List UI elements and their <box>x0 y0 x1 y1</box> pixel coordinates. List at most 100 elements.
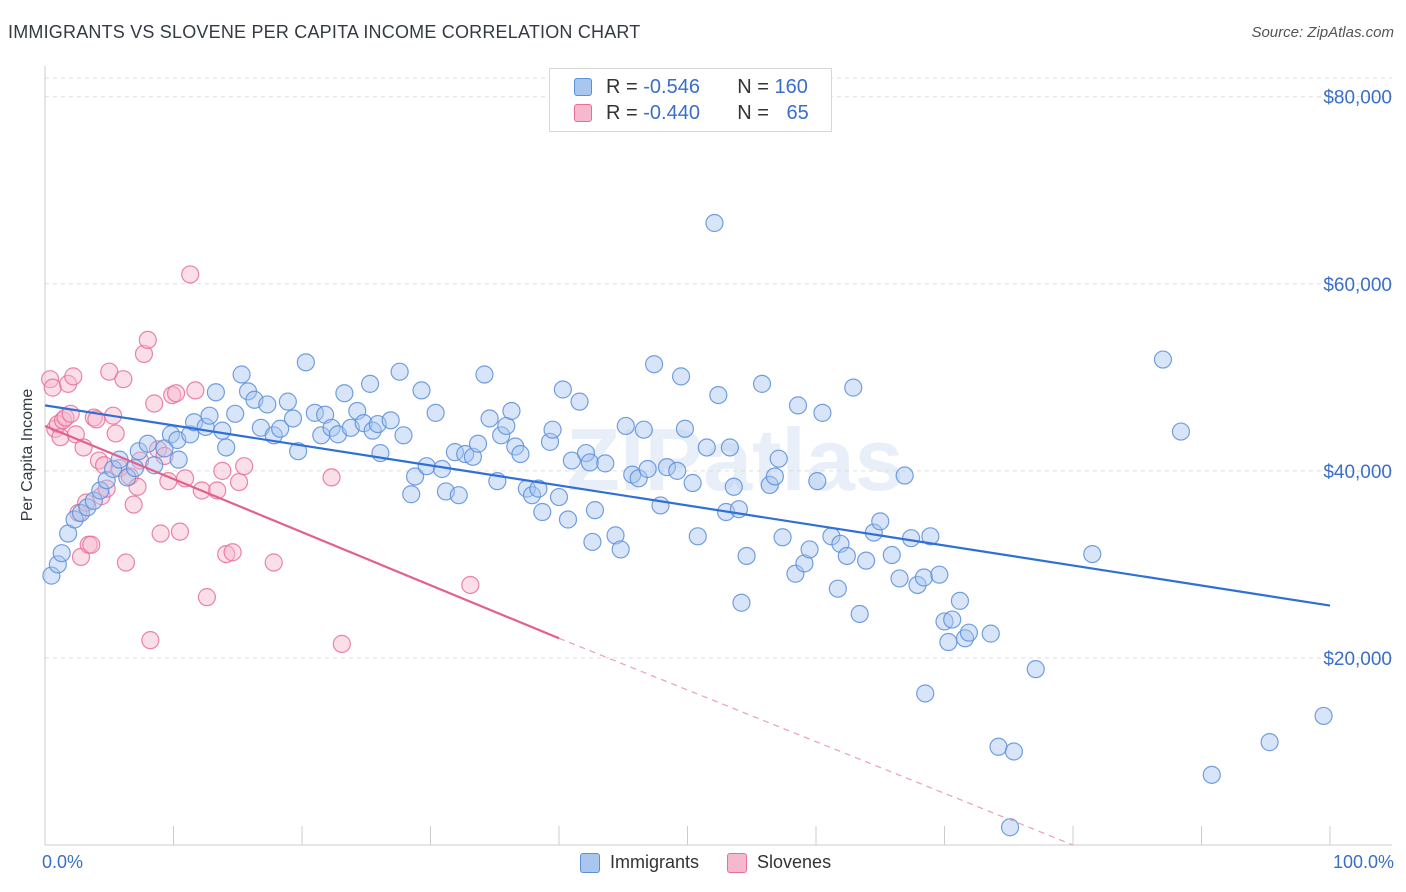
data-point <box>720 438 740 457</box>
data-point <box>116 553 136 572</box>
source-label: Source: ZipAtlas.com <box>1251 24 1394 41</box>
data-point <box>576 443 596 463</box>
data-point <box>553 380 572 399</box>
data-point <box>857 551 876 570</box>
data-point <box>959 623 979 642</box>
data-point <box>543 420 562 439</box>
immigrants-legend-label: Immigrants <box>610 852 700 872</box>
data-point <box>583 532 602 552</box>
data-point <box>1171 422 1191 441</box>
data-point <box>155 446 174 465</box>
data-point <box>1153 350 1173 369</box>
data-point <box>1000 818 1020 837</box>
slovenes-points <box>41 265 480 653</box>
legend-item-immigrants[interactable]: Immigrants <box>580 852 699 873</box>
data-point <box>533 502 552 522</box>
data-point <box>97 471 116 490</box>
data-point <box>296 353 315 372</box>
data-point <box>522 486 542 505</box>
data-point <box>449 486 468 505</box>
data-point <box>217 545 236 564</box>
y-tick-label: $60,000 <box>1323 275 1392 296</box>
data-point <box>492 426 511 445</box>
legend-item-slovenes[interactable]: Slovenes <box>727 852 831 873</box>
slovenes-r-value: -0.440 <box>643 101 700 124</box>
data-point <box>596 454 615 473</box>
data-point <box>361 374 380 393</box>
data-point <box>332 634 351 653</box>
data-point <box>585 501 605 520</box>
data-point <box>461 575 480 595</box>
data-point <box>657 458 677 477</box>
data-point <box>181 265 200 284</box>
series-legend: Immigrants Slovenes <box>580 852 859 873</box>
data-point <box>475 365 494 384</box>
immigrants-legend-swatch <box>580 852 600 873</box>
data-point <box>141 631 160 650</box>
data-point <box>914 568 934 587</box>
data-point <box>871 512 890 531</box>
data-point <box>480 409 499 428</box>
slovenes-swatch <box>574 104 592 122</box>
data-point <box>322 418 341 437</box>
data-point <box>1260 733 1279 752</box>
slovenes-trend-line <box>44 424 560 640</box>
data-point <box>138 434 157 453</box>
data-point <box>394 426 413 445</box>
data-point <box>213 421 232 440</box>
data-point <box>752 374 772 393</box>
data-point <box>939 632 958 652</box>
data-point <box>675 419 695 438</box>
data-point <box>688 527 707 546</box>
immigrants-swatch <box>574 78 592 96</box>
data-point <box>217 438 236 457</box>
data-point <box>916 684 935 703</box>
y-tick-label: $20,000 <box>1323 649 1392 670</box>
data-point <box>562 451 581 470</box>
immigrants-trend-line <box>44 404 1331 607</box>
data-point <box>169 450 188 469</box>
data-point <box>773 528 792 547</box>
data-point <box>104 459 123 479</box>
data-point <box>151 524 170 543</box>
data-point <box>668 461 687 480</box>
data-point <box>186 381 205 400</box>
data-point <box>882 545 901 565</box>
slovenes-trend-extension <box>558 637 1074 846</box>
data-point <box>606 526 625 545</box>
data-point <box>232 365 251 384</box>
data-point <box>84 491 103 510</box>
data-point <box>200 406 219 425</box>
chart-title: IMMIGRANTS VS SLOVENE PER CAPITA INCOME … <box>8 22 641 42</box>
immigrants-r-label: R = <box>606 75 638 98</box>
data-point <box>788 396 808 415</box>
data-point <box>895 466 914 485</box>
y-tick-label: $80,000 <box>1323 88 1392 109</box>
stats-legend: R = -0.546 N = 160 R = -0.440 N = 65 <box>549 68 832 132</box>
data-point <box>795 554 814 573</box>
data-point <box>850 604 869 624</box>
data-point <box>732 593 751 612</box>
data-point <box>271 419 290 438</box>
immigrants-r-value: -0.546 <box>643 75 700 98</box>
data-point <box>989 737 1008 756</box>
data-point <box>226 404 245 423</box>
data-point <box>828 579 847 598</box>
data-point <box>705 213 724 233</box>
data-point <box>697 438 716 457</box>
data-point <box>289 442 308 461</box>
data-point <box>1004 742 1023 761</box>
data-point <box>1314 706 1333 726</box>
data-point <box>634 420 653 439</box>
data-point <box>106 424 125 443</box>
data-point <box>1026 660 1045 679</box>
data-point <box>114 370 133 389</box>
data-point <box>43 378 62 397</box>
data-point <box>78 498 97 517</box>
y-tick-label: $40,000 <box>1323 462 1392 483</box>
data-point <box>808 472 827 491</box>
data-point <box>890 569 909 588</box>
data-point <box>235 457 254 476</box>
data-point <box>570 392 589 411</box>
